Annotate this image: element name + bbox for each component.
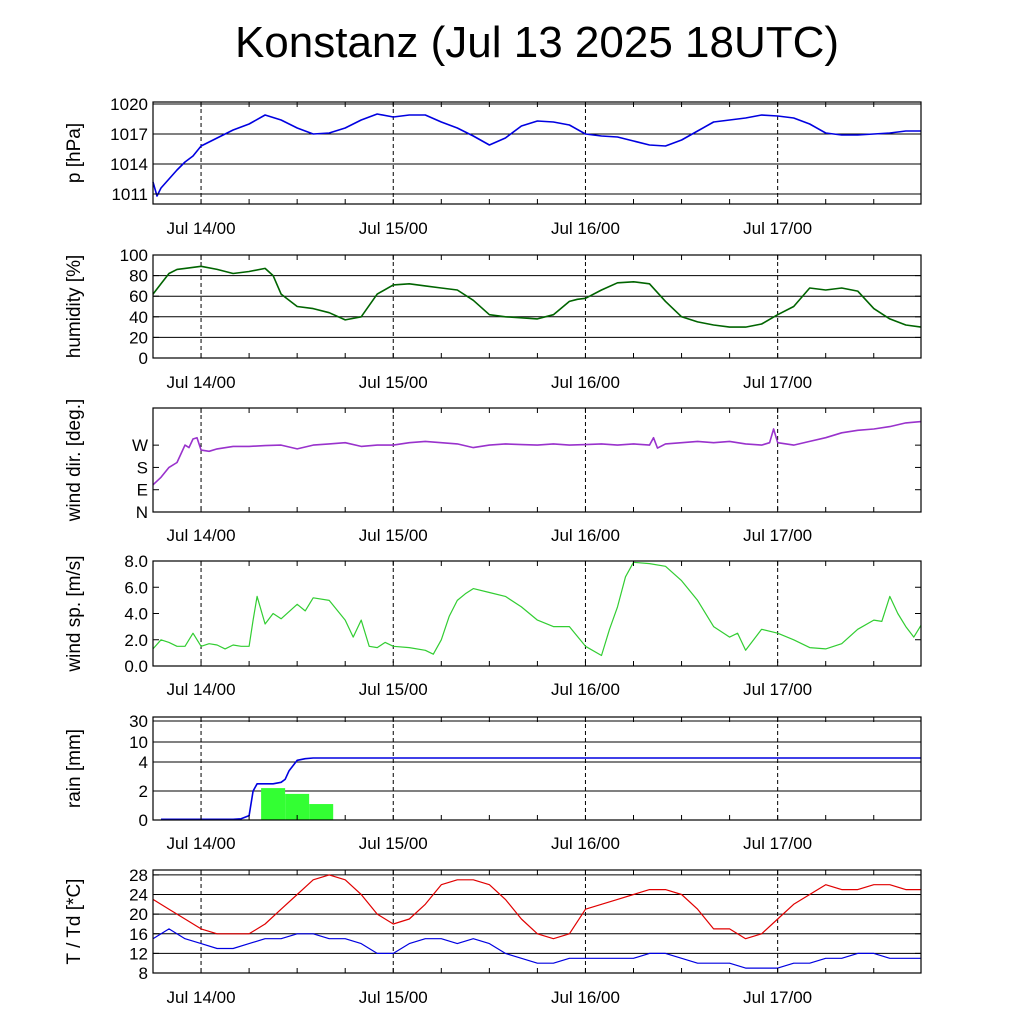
y-tick-label: S: [137, 458, 148, 477]
y-axis-label: humidity [%]: [64, 255, 85, 358]
x-tick-label: Jul 15/00: [359, 834, 428, 853]
x-tick-label: Jul 15/00: [359, 680, 428, 699]
y-tick-label: E: [137, 481, 148, 500]
y-tick-label: 4.0: [124, 605, 148, 624]
y-tick-label: 0: [139, 349, 148, 368]
y-tick-label: 8.0: [124, 552, 148, 571]
x-tick-label: Jul 14/00: [167, 219, 236, 238]
x-tick-label: Jul 17/00: [743, 373, 812, 392]
y-tick-label: 100: [120, 246, 148, 265]
y-tick-label: 28: [129, 866, 148, 885]
y-tick-label: 12: [129, 944, 148, 963]
y-tick-label: N: [136, 503, 148, 522]
x-tick-label: Jul 17/00: [743, 834, 812, 853]
y-tick-label: 10: [129, 733, 148, 752]
y-tick-label: 1011: [111, 185, 148, 204]
x-tick-label: Jul 16/00: [551, 526, 620, 545]
x-tick-label: Jul 16/00: [551, 219, 620, 238]
y-axis-label: T / Td [*C]: [64, 879, 85, 965]
y-tick-label: 1014: [110, 155, 148, 174]
rain-bar: [309, 804, 334, 820]
x-tick-label: Jul 16/00: [551, 834, 620, 853]
y-tick-label: 40: [129, 308, 148, 327]
y-tick-label: 1017: [110, 125, 148, 144]
y-tick-label: 8: [139, 964, 148, 983]
series-line-rain-0: [161, 757, 921, 821]
y-tick-label: 2: [139, 782, 148, 801]
x-tick-label: Jul 16/00: [551, 373, 620, 392]
x-tick-label: Jul 14/00: [167, 834, 236, 853]
x-tick-label: Jul 16/00: [551, 680, 620, 699]
x-tick-label: Jul 15/00: [359, 219, 428, 238]
x-tick-label: Jul 15/00: [359, 373, 428, 392]
y-tick-label: 60: [129, 287, 148, 306]
x-tick-label: Jul 16/00: [551, 988, 620, 1007]
panel-rain: 0 2 410 30 Jul 14/00 Jul 15/00 Jul 16/00 Jul 17…: [64, 712, 922, 853]
series-line-wind_direction-0: [152, 420, 922, 486]
x-tick-label: Jul 14/00: [167, 988, 236, 1007]
y-axis-label: rain [mm]: [64, 729, 85, 808]
y-tick-label: 4: [139, 753, 148, 772]
y-tick-label: 80: [129, 267, 148, 286]
series-line-temperature-0: [152, 874, 921, 940]
panel-wind_speed: 0.0 2.0 4.0 6.0 8.0 Jul 14/00 Jul 15/00 Jul 16/…: [64, 552, 922, 699]
y-tick-label: 2.0: [124, 631, 148, 650]
y-tick-label: 0.0: [124, 657, 148, 676]
x-tick-label: Jul 17/00: [743, 680, 812, 699]
y-tick-label: 20: [129, 328, 148, 347]
y-axis-label: wind sp. [m/s]: [64, 555, 85, 672]
y-tick-label: 30: [129, 712, 148, 731]
y-tick-label: 20: [129, 905, 148, 924]
plot-frame: [152, 407, 922, 513]
x-tick-label: Jul 17/00: [743, 988, 812, 1007]
y-tick-label: 6.0: [124, 578, 148, 597]
series-line-wind_speed-0: [152, 561, 922, 657]
series-line-temperature-1: [152, 928, 921, 969]
x-tick-label: Jul 14/00: [167, 526, 236, 545]
x-tick-label: Jul 14/00: [167, 680, 236, 699]
rain-bar: [261, 788, 286, 820]
plot-frame: [152, 560, 922, 667]
y-tick-label: 0: [139, 811, 148, 830]
y-tick-label: 16: [129, 925, 148, 944]
y-axis-label: p [hPa]: [64, 123, 85, 183]
x-tick-label: Jul 15/00: [359, 526, 428, 545]
y-tick-label: 1020: [110, 95, 148, 114]
y-tick-label: W: [132, 436, 148, 455]
plot-frame: [152, 101, 922, 205]
y-tick-label: 24: [129, 886, 148, 905]
series-line-pressure-0: [152, 113, 921, 197]
series-line-humidity-0: [152, 265, 922, 328]
x-tick-label: Jul 15/00: [359, 988, 428, 1007]
y-axis-label: wind dir. [deg.]: [64, 399, 85, 523]
x-tick-label: Jul 14/00: [167, 373, 236, 392]
panel-pressure: 1011 1014 1017 1020 Jul 14/00 Jul 15/00 Jul 16…: [64, 95, 922, 238]
chart-title: Konstanz (Jul 13 2025 18UTC): [234, 18, 840, 67]
x-tick-label: Jul 17/00: [743, 219, 812, 238]
x-tick-label: Jul 17/00: [743, 526, 812, 545]
